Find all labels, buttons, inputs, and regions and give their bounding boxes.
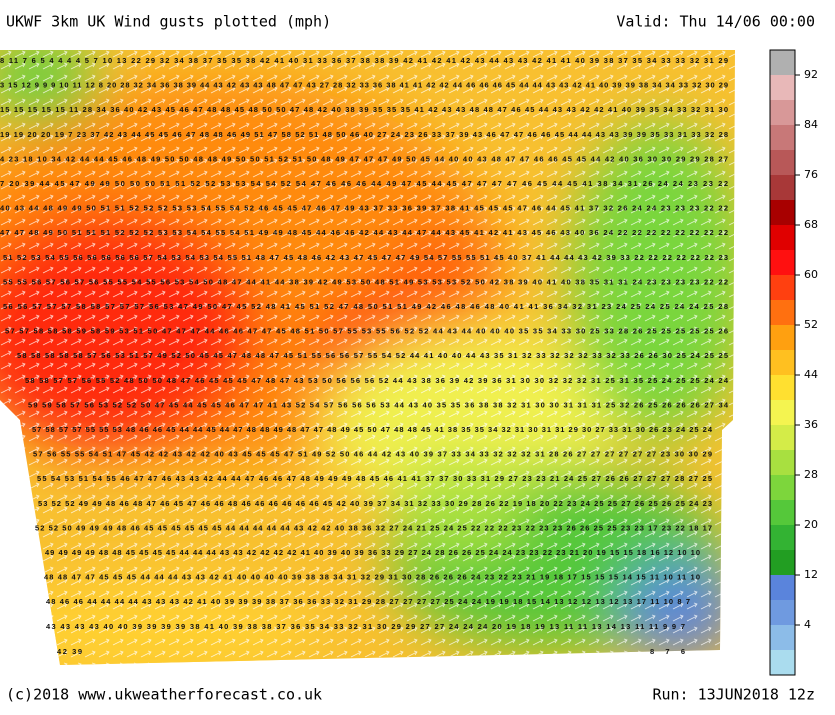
gust-row: 8 11 7 6 5 4 4 4 4 5 7 10 13 22 29 32 34… [0, 56, 728, 65]
colorbar-label: 12 [804, 568, 818, 581]
gust-field [0, 50, 735, 665]
colorbar-label: 28 [804, 468, 818, 481]
colorbar-frame [769, 49, 796, 676]
colorbar: 4 12 20 28 36 44 52 60 68 76 84 92 [769, 49, 818, 676]
colorbar-box [770, 125, 795, 150]
colorbar-label: 60 [804, 268, 818, 281]
gust-row: 53 52 52 49 49 48 46 48 47 46 45 47 46 4… [38, 499, 712, 508]
colorbar-box [770, 325, 795, 350]
colorbar-box [770, 375, 795, 400]
colorbar-label: 44 [804, 368, 818, 381]
colorbar-box [770, 200, 795, 225]
gust-row: 47 47 48 49 50 51 51 51 52 52 52 53 53 5… [0, 228, 728, 237]
colorbar-box [770, 350, 795, 375]
colorbar-label: 20 [804, 518, 818, 531]
colorbar-box [770, 500, 795, 525]
gust-row: 52 52 50 49 49 49 48 46 45 45 45 45 45 4… [35, 523, 712, 532]
colorbar-box [770, 525, 795, 550]
gust-row: 57 58 57 57 55 55 53 48 46 46 45 44 44 4… [32, 425, 713, 434]
gust-row: 8 7 6 [650, 647, 685, 656]
colorbar-box [770, 225, 795, 250]
colorbar-box [770, 475, 795, 500]
gust-row: 43 43 43 43 40 40 39 39 39 39 38 41 40 3… [46, 622, 685, 631]
valid-time: Valid: Thu 14/06 00:00 [616, 13, 815, 31]
colorbar-box [770, 600, 795, 625]
colorbar-label: 76 [804, 168, 818, 181]
gust-row: 42 39 [57, 647, 82, 656]
gust-row: 19 19 20 20 19 7 23 37 42 43 44 45 45 46… [0, 130, 728, 139]
run-time: Run: 13JUN2018 12z [652, 686, 815, 704]
gust-row: 58 58 58 58 58 57 56 53 51 57 49 52 50 4… [17, 351, 728, 360]
gust-row: 59 59 58 57 56 53 52 52 50 47 45 44 45 4… [28, 400, 729, 409]
colorbar-box [770, 75, 795, 100]
colorbar-box [770, 650, 795, 675]
copyright: (c)2018 www.ukweatherforecast.co.uk [6, 686, 322, 704]
colorbar-label: 84 [804, 118, 818, 131]
gust-row: 51 52 53 54 55 56 56 56 56 56 57 54 53 5… [3, 253, 728, 262]
colorbar-box [770, 50, 795, 75]
gust-values: 8 11 7 6 5 4 4 4 4 5 7 10 13 22 29 32 34… [0, 56, 729, 656]
colorbar-box [770, 550, 795, 575]
colorbar-label: 68 [804, 218, 818, 231]
gust-row: 57 57 58 58 58 59 58 59 53 51 50 47 47 4… [5, 327, 728, 336]
gust-row: 15 15 15 15 15 11 28 34 36 40 42 43 45 4… [0, 105, 728, 114]
colorbar-box [770, 400, 795, 425]
gust-row: 7 20 39 44 45 47 49 49 50 50 50 51 51 52… [0, 179, 728, 188]
colorbar-box [770, 100, 795, 125]
colorbar-box [770, 575, 795, 600]
colorbar-box [770, 175, 795, 200]
gust-row: 57 56 55 55 54 51 47 45 42 42 43 42 42 4… [33, 450, 712, 459]
gust-row: 56 56 57 57 57 58 58 57 57 57 56 53 47 4… [3, 302, 728, 311]
colorbar-box [770, 425, 795, 450]
colorbar-label: 92 [804, 68, 818, 81]
gust-row: 48 46 46 44 44 44 44 43 43 43 42 41 40 3… [46, 597, 690, 606]
colorbar-label: 36 [804, 418, 818, 431]
gust-row: 55 54 53 51 54 55 46 47 47 46 43 43 42 4… [37, 474, 712, 483]
colorbar-box [770, 275, 795, 300]
colorbar-label: 4 [804, 618, 811, 631]
colorbar-box [770, 150, 795, 175]
gust-row: 48 48 47 47 45 45 45 44 44 44 43 43 42 4… [44, 573, 700, 582]
colorbar-box [770, 625, 795, 650]
gust-row: 4 23 18 10 34 42 44 44 45 46 48 49 50 50… [0, 154, 728, 163]
colorbar-label: 52 [804, 318, 818, 331]
gust-row: 58 58 57 57 56 55 52 48 50 50 48 47 46 4… [25, 376, 729, 385]
colorbar-box [770, 450, 795, 475]
map-title: UKWF 3km UK Wind gusts plotted (mph) [6, 13, 331, 31]
gust-row: 49 49 49 49 48 48 45 45 45 45 44 44 44 4… [45, 548, 700, 557]
gust-row: 3 15 12 9 9 9 10 11 12 8 20 28 32 34 36 … [0, 81, 728, 90]
colorbar-box [770, 300, 795, 325]
colorbar-box [770, 250, 795, 275]
gust-row: 55 55 56 57 56 57 56 55 55 54 55 56 53 5… [3, 277, 728, 286]
gust-row: 40 43 44 48 49 49 50 51 51 52 52 52 53 5… [0, 204, 728, 213]
